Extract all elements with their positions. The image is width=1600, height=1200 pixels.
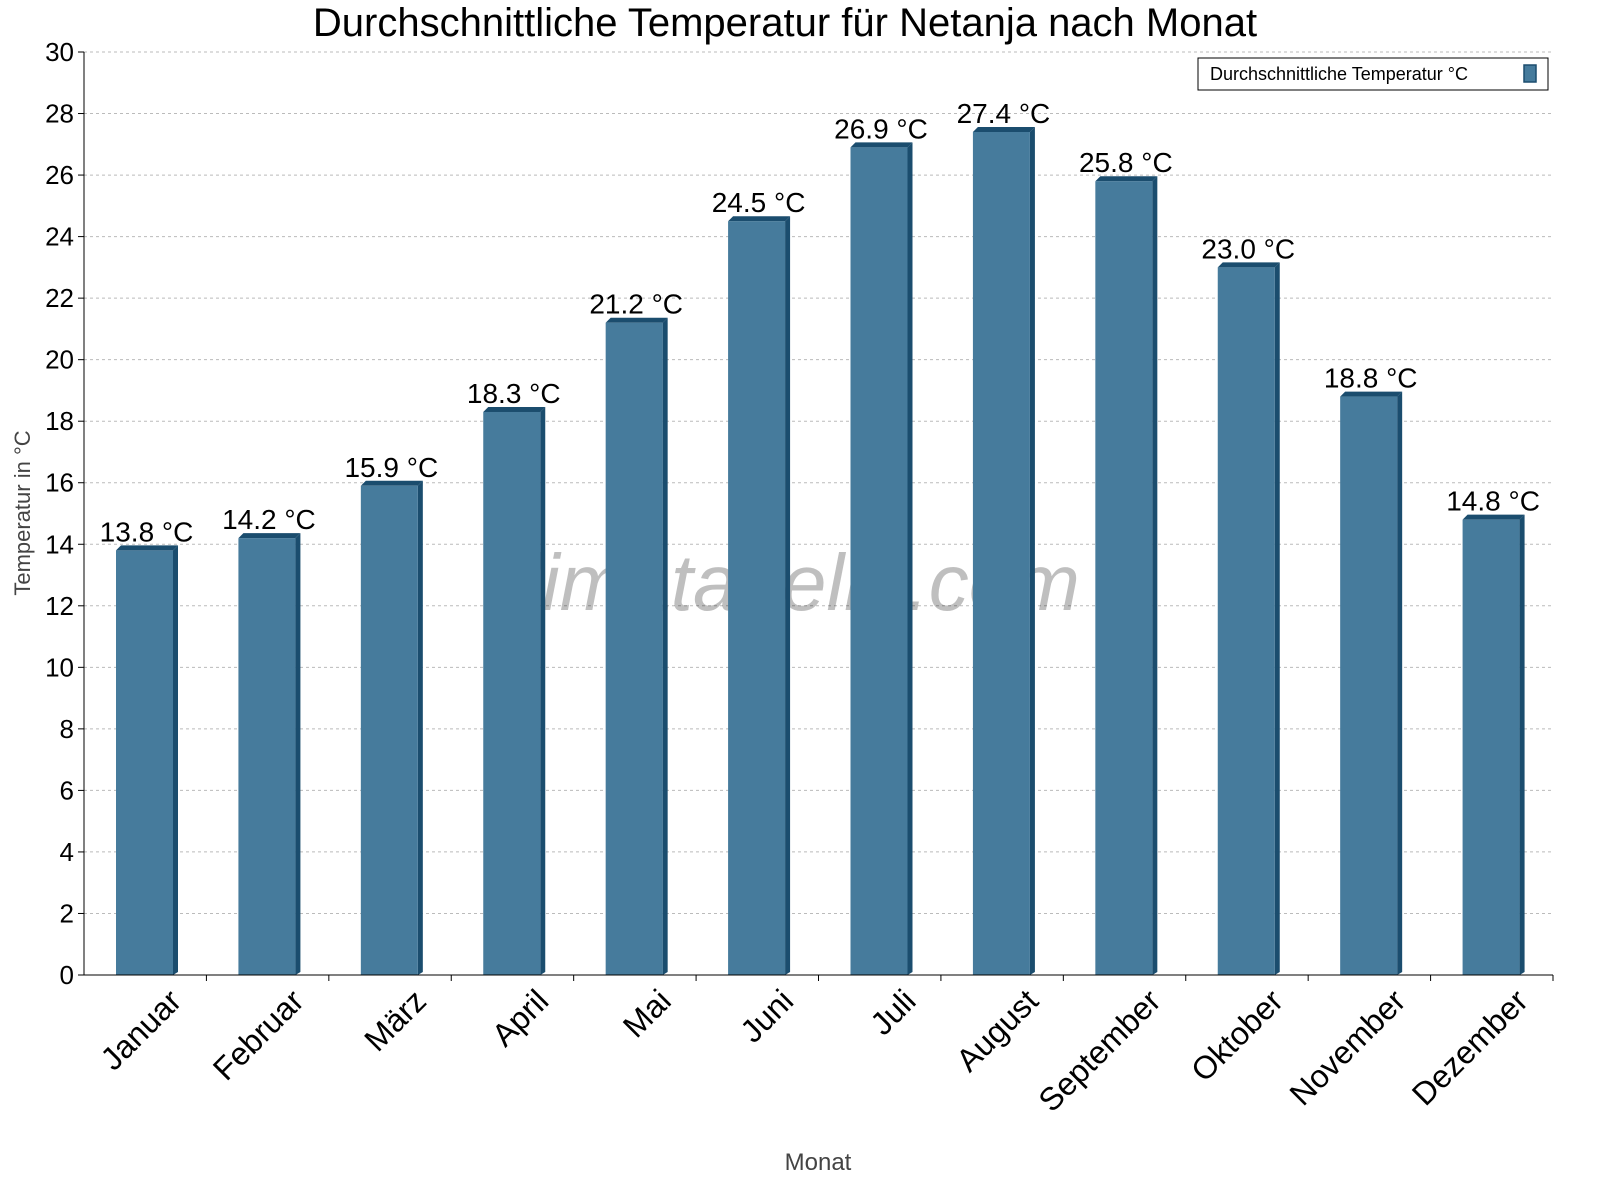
data-label: 24.5 °C: [712, 187, 806, 218]
bar-top: [1095, 176, 1158, 182]
legend: Durchschnittliche Temperatur °C: [1197, 57, 1549, 91]
bar: [238, 538, 296, 975]
y-tick-label: 4: [60, 837, 74, 867]
data-label: 14.2 °C: [222, 504, 316, 535]
y-tick-label: 16: [45, 468, 74, 498]
x-tick-label: Juli: [863, 982, 922, 1041]
data-label: 18.3 °C: [467, 378, 561, 409]
data-label: 27.4 °C: [957, 98, 1051, 129]
data-label: 15.9 °C: [344, 452, 438, 483]
y-tick-label: 0: [60, 960, 74, 990]
y-axis-label: Temperatur in °C: [10, 430, 35, 595]
bars: 13.8 °C 14.2 °C 15.9 °C 18.3 °C 21.2 °C 24.5 …: [100, 98, 1540, 976]
data-label: 14.8 °C: [1446, 486, 1540, 517]
data-label: 18.8 °C: [1324, 363, 1418, 394]
y-tick-label: 2: [60, 898, 74, 928]
bar: [1217, 267, 1275, 975]
bar-side: [1152, 176, 1158, 976]
x-tick-label: September: [1031, 982, 1167, 1118]
data-label: 13.8 °C: [100, 516, 194, 547]
bar: [360, 485, 418, 975]
x-tick-label: März: [357, 982, 433, 1058]
bar-side: [540, 406, 546, 976]
legend-label: Durchschnittliche Temperatur °C: [1210, 64, 1468, 84]
bar-top: [116, 545, 178, 551]
y-tick-label: 22: [45, 283, 74, 313]
x-tick-label: Juni: [733, 982, 800, 1049]
bar-side: [1029, 126, 1035, 975]
y-tick-label: 20: [45, 345, 74, 375]
bar-top: [1217, 262, 1280, 268]
bar: [605, 322, 663, 975]
y-tick-label: 6: [60, 775, 74, 805]
bar-side: [662, 317, 668, 975]
data-label: 26.9 °C: [834, 113, 928, 144]
chart-title: Durchschnittliche Temperatur für Netanja…: [313, 1, 1257, 45]
y-tick-label: 14: [45, 529, 74, 559]
y-tick-label: 24: [45, 222, 74, 252]
y-tick-label: 30: [45, 37, 74, 67]
bar-side: [1397, 391, 1403, 975]
y-tick-label: 10: [45, 652, 74, 682]
x-tick-label: August: [949, 982, 1045, 1078]
y-tick-label: 8: [60, 714, 74, 744]
bar-top: [972, 126, 1035, 132]
bar: [850, 147, 908, 976]
bar-top: [360, 480, 423, 486]
bar-top: [605, 317, 668, 323]
bar: [1462, 519, 1520, 975]
bar-top: [1340, 391, 1403, 397]
x-tick-label: Januar: [94, 982, 189, 1077]
legend-box: [1197, 57, 1549, 91]
bar-top: [1462, 514, 1525, 520]
x-tick-label: Mai: [616, 982, 678, 1044]
y-tick-label: 26: [45, 160, 74, 190]
x-tick-label: April: [485, 982, 556, 1053]
bar-side: [417, 480, 423, 975]
data-label: 25.8 °C: [1079, 147, 1173, 178]
bar: [972, 131, 1030, 975]
y-tick-label: 18: [45, 406, 74, 436]
bar-top: [238, 533, 301, 539]
x-axis-label: Monat: [785, 1149, 852, 1176]
bar-top: [483, 406, 546, 412]
bar: [116, 550, 173, 975]
x-tick-label: November: [1282, 982, 1412, 1112]
bar: [728, 221, 786, 975]
bar-side: [173, 545, 178, 975]
bar-side: [295, 533, 301, 975]
x-tick-label: Oktober: [1184, 982, 1290, 1088]
bar: [1340, 396, 1398, 975]
y-tick-label: 28: [45, 99, 74, 129]
y-tick-label: 12: [45, 591, 74, 621]
legend-swatch: [1523, 64, 1537, 83]
x-tick-label: Dezember: [1405, 982, 1535, 1112]
bar-side: [907, 142, 913, 976]
bar-side: [1274, 262, 1280, 975]
data-label: 23.0 °C: [1201, 233, 1295, 264]
bar-side: [785, 216, 791, 975]
bar-top: [850, 142, 913, 148]
x-tick-label: Februar: [206, 982, 311, 1087]
grid: [84, 51, 1553, 914]
bar: [1095, 181, 1153, 976]
data-label: 21.2 °C: [589, 289, 683, 320]
bar-side: [1519, 514, 1525, 975]
bar: [483, 411, 541, 976]
bar-top: [728, 216, 791, 222]
